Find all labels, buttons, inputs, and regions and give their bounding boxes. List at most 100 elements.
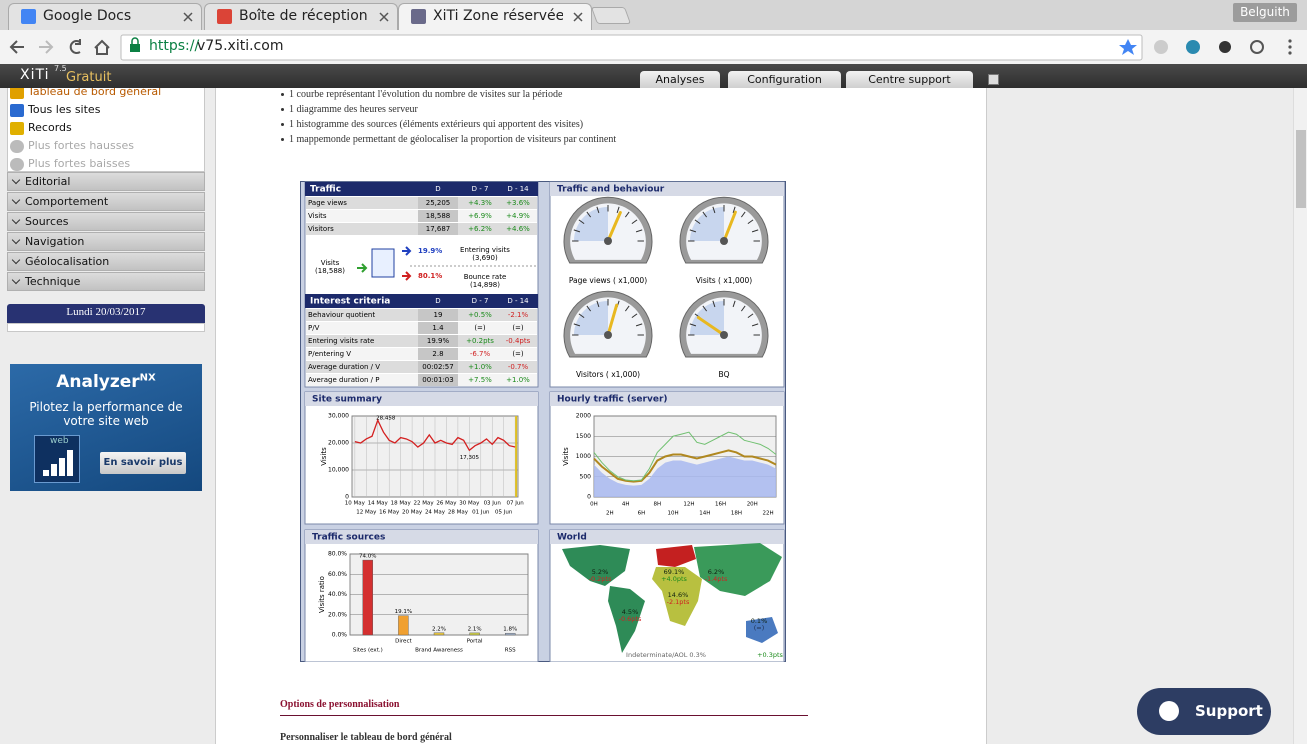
tab-close[interactable] bbox=[573, 12, 583, 22]
line-series bbox=[593, 449, 777, 483]
table-cell: +0.5% bbox=[468, 311, 492, 319]
browser-tab[interactable]: Google Docs bbox=[8, 3, 202, 30]
flow-arrow bbox=[357, 263, 368, 273]
extension-icon[interactable] bbox=[1250, 40, 1264, 54]
bullet-dot bbox=[281, 138, 284, 141]
gauge-tick bbox=[578, 219, 585, 225]
value-label: 19.1% bbox=[395, 609, 412, 615]
sidebar-item[interactable]: Records bbox=[28, 121, 72, 134]
bullet-text: 1 mappemonde permettant de géolocaliser … bbox=[289, 134, 617, 145]
sidebar-section[interactable]: Editorial bbox=[7, 172, 205, 191]
y-tick-label: 0.0% bbox=[332, 632, 348, 639]
nav-button[interactable]: Analyses bbox=[640, 71, 720, 88]
y-tick-label: 500 bbox=[580, 473, 592, 480]
y-tick-label: 80.0% bbox=[328, 551, 347, 558]
back-button[interactable] bbox=[9, 40, 24, 54]
y-tick-label: 1500 bbox=[576, 433, 591, 440]
section-label: Comportement bbox=[25, 195, 109, 208]
region-share: 0.1% bbox=[751, 617, 768, 625]
sidebar-section[interactable]: Géolocalisation bbox=[7, 252, 205, 271]
x-tick-label: 03 Jun bbox=[484, 501, 502, 507]
table-cell: +1.0% bbox=[468, 363, 492, 371]
nav-button[interactable]: Centre support bbox=[846, 71, 973, 88]
sidebar-item[interactable]: Tableau de bord général bbox=[28, 85, 162, 98]
browser-tab[interactable]: XiTi Zone réservée bbox=[398, 3, 592, 30]
value-label: 74.0% bbox=[359, 554, 376, 560]
y-tick-label: 10,000 bbox=[328, 467, 349, 474]
gauge-tick bbox=[573, 229, 581, 233]
gauge-needle bbox=[606, 303, 619, 337]
table-title: Interest criteria bbox=[310, 297, 390, 307]
ad-title-sup: NX bbox=[139, 372, 156, 384]
browser-tab[interactable]: Boîte de réception bbox=[204, 3, 398, 30]
date-box: Lundi 20/03/2017 bbox=[7, 304, 205, 323]
sidebar-item[interactable]: Tous les sites bbox=[28, 103, 101, 116]
menu-button[interactable] bbox=[1288, 39, 1292, 55]
gauge-needle bbox=[606, 211, 622, 243]
table-cell: 17,687 bbox=[426, 225, 451, 233]
sidebar-section[interactable]: Technique bbox=[7, 272, 205, 291]
reload-button[interactable] bbox=[69, 39, 81, 54]
sidebar-section[interactable]: Comportement bbox=[7, 192, 205, 211]
ad-text: Pilotez la performance de votre site web bbox=[29, 400, 183, 428]
bullet-dot bbox=[281, 108, 284, 111]
gauge-tick bbox=[635, 323, 643, 327]
cell-bg bbox=[418, 322, 458, 334]
extension-icon[interactable] bbox=[1186, 40, 1200, 54]
y-axis-label: Visits bbox=[320, 447, 328, 466]
address-bar[interactable] bbox=[120, 34, 1143, 61]
table-cell: +6.2% bbox=[468, 225, 492, 233]
sidebar-section[interactable]: Sources bbox=[7, 212, 205, 231]
ad-button[interactable]: En savoir plus bbox=[100, 452, 186, 474]
section-label: Technique bbox=[25, 275, 81, 288]
table-cell: +6.9% bbox=[468, 212, 492, 220]
ad-icon-bar bbox=[59, 458, 65, 476]
x-tick-label: 22H bbox=[763, 511, 774, 517]
gauge-tick bbox=[631, 313, 638, 319]
continent bbox=[562, 545, 630, 586]
extension-icon[interactable] bbox=[1154, 40, 1168, 54]
table-cell: +1.0% bbox=[506, 376, 530, 384]
tab-close[interactable] bbox=[183, 12, 193, 22]
scrollbar[interactable] bbox=[1293, 88, 1307, 744]
x-tick-label: 05 Jun bbox=[495, 510, 513, 516]
row-label: P/V bbox=[308, 324, 320, 332]
tab-close[interactable] bbox=[379, 12, 389, 22]
region-share: 14.6% bbox=[668, 591, 689, 599]
sidebar-section[interactable]: Navigation bbox=[7, 232, 205, 251]
table-header bbox=[305, 294, 538, 308]
sidebar-item[interactable]: Plus fortes baisses bbox=[28, 157, 131, 170]
support-button[interactable]: Support bbox=[1137, 688, 1271, 735]
row-label: Entering visits rate bbox=[308, 337, 374, 345]
new-tab-button[interactable] bbox=[590, 7, 632, 24]
close-glyph bbox=[573, 12, 583, 22]
sidebar-item[interactable]: Plus fortes hausses bbox=[28, 139, 134, 152]
table-cell: +7.5% bbox=[468, 376, 492, 384]
scrollbar-thumb[interactable] bbox=[1296, 130, 1306, 208]
column-header: D - 7 bbox=[472, 297, 489, 305]
nav-button[interactable]: Configuration bbox=[728, 71, 841, 88]
x-tick-label: Direct bbox=[395, 639, 412, 645]
home-button[interactable] bbox=[94, 39, 110, 55]
gauge-zone bbox=[689, 206, 724, 241]
cell-bg bbox=[418, 223, 458, 235]
forward-button[interactable] bbox=[39, 40, 54, 54]
gauge-label: Visitors ( x1,000) bbox=[576, 370, 640, 379]
logo: XiTi bbox=[20, 67, 50, 83]
x-tick-label: 30 May bbox=[459, 501, 480, 507]
ad-banner[interactable]: AnalyzerNX Pilotez la performance de votr… bbox=[10, 364, 202, 491]
section-label: Géolocalisation bbox=[25, 255, 110, 268]
gauge-tick bbox=[740, 211, 746, 218]
tab-title: XiTi Zone réservée bbox=[433, 8, 563, 24]
bookmark-star[interactable] bbox=[1119, 39, 1137, 55]
x-tick-label: 4H bbox=[622, 502, 630, 508]
flow-visits-count: (18,588) bbox=[315, 267, 345, 275]
profile-button[interactable]: Belguith bbox=[1233, 3, 1297, 22]
x-tick-label: 28 May bbox=[448, 510, 469, 516]
table-cell: +4.6% bbox=[506, 225, 530, 233]
table-cell: 18,588 bbox=[426, 212, 451, 220]
gauge-tick bbox=[573, 323, 581, 327]
bullet-dot bbox=[281, 93, 284, 96]
close-panel[interactable] bbox=[988, 74, 999, 85]
extension-icon[interactable] bbox=[1219, 41, 1231, 53]
